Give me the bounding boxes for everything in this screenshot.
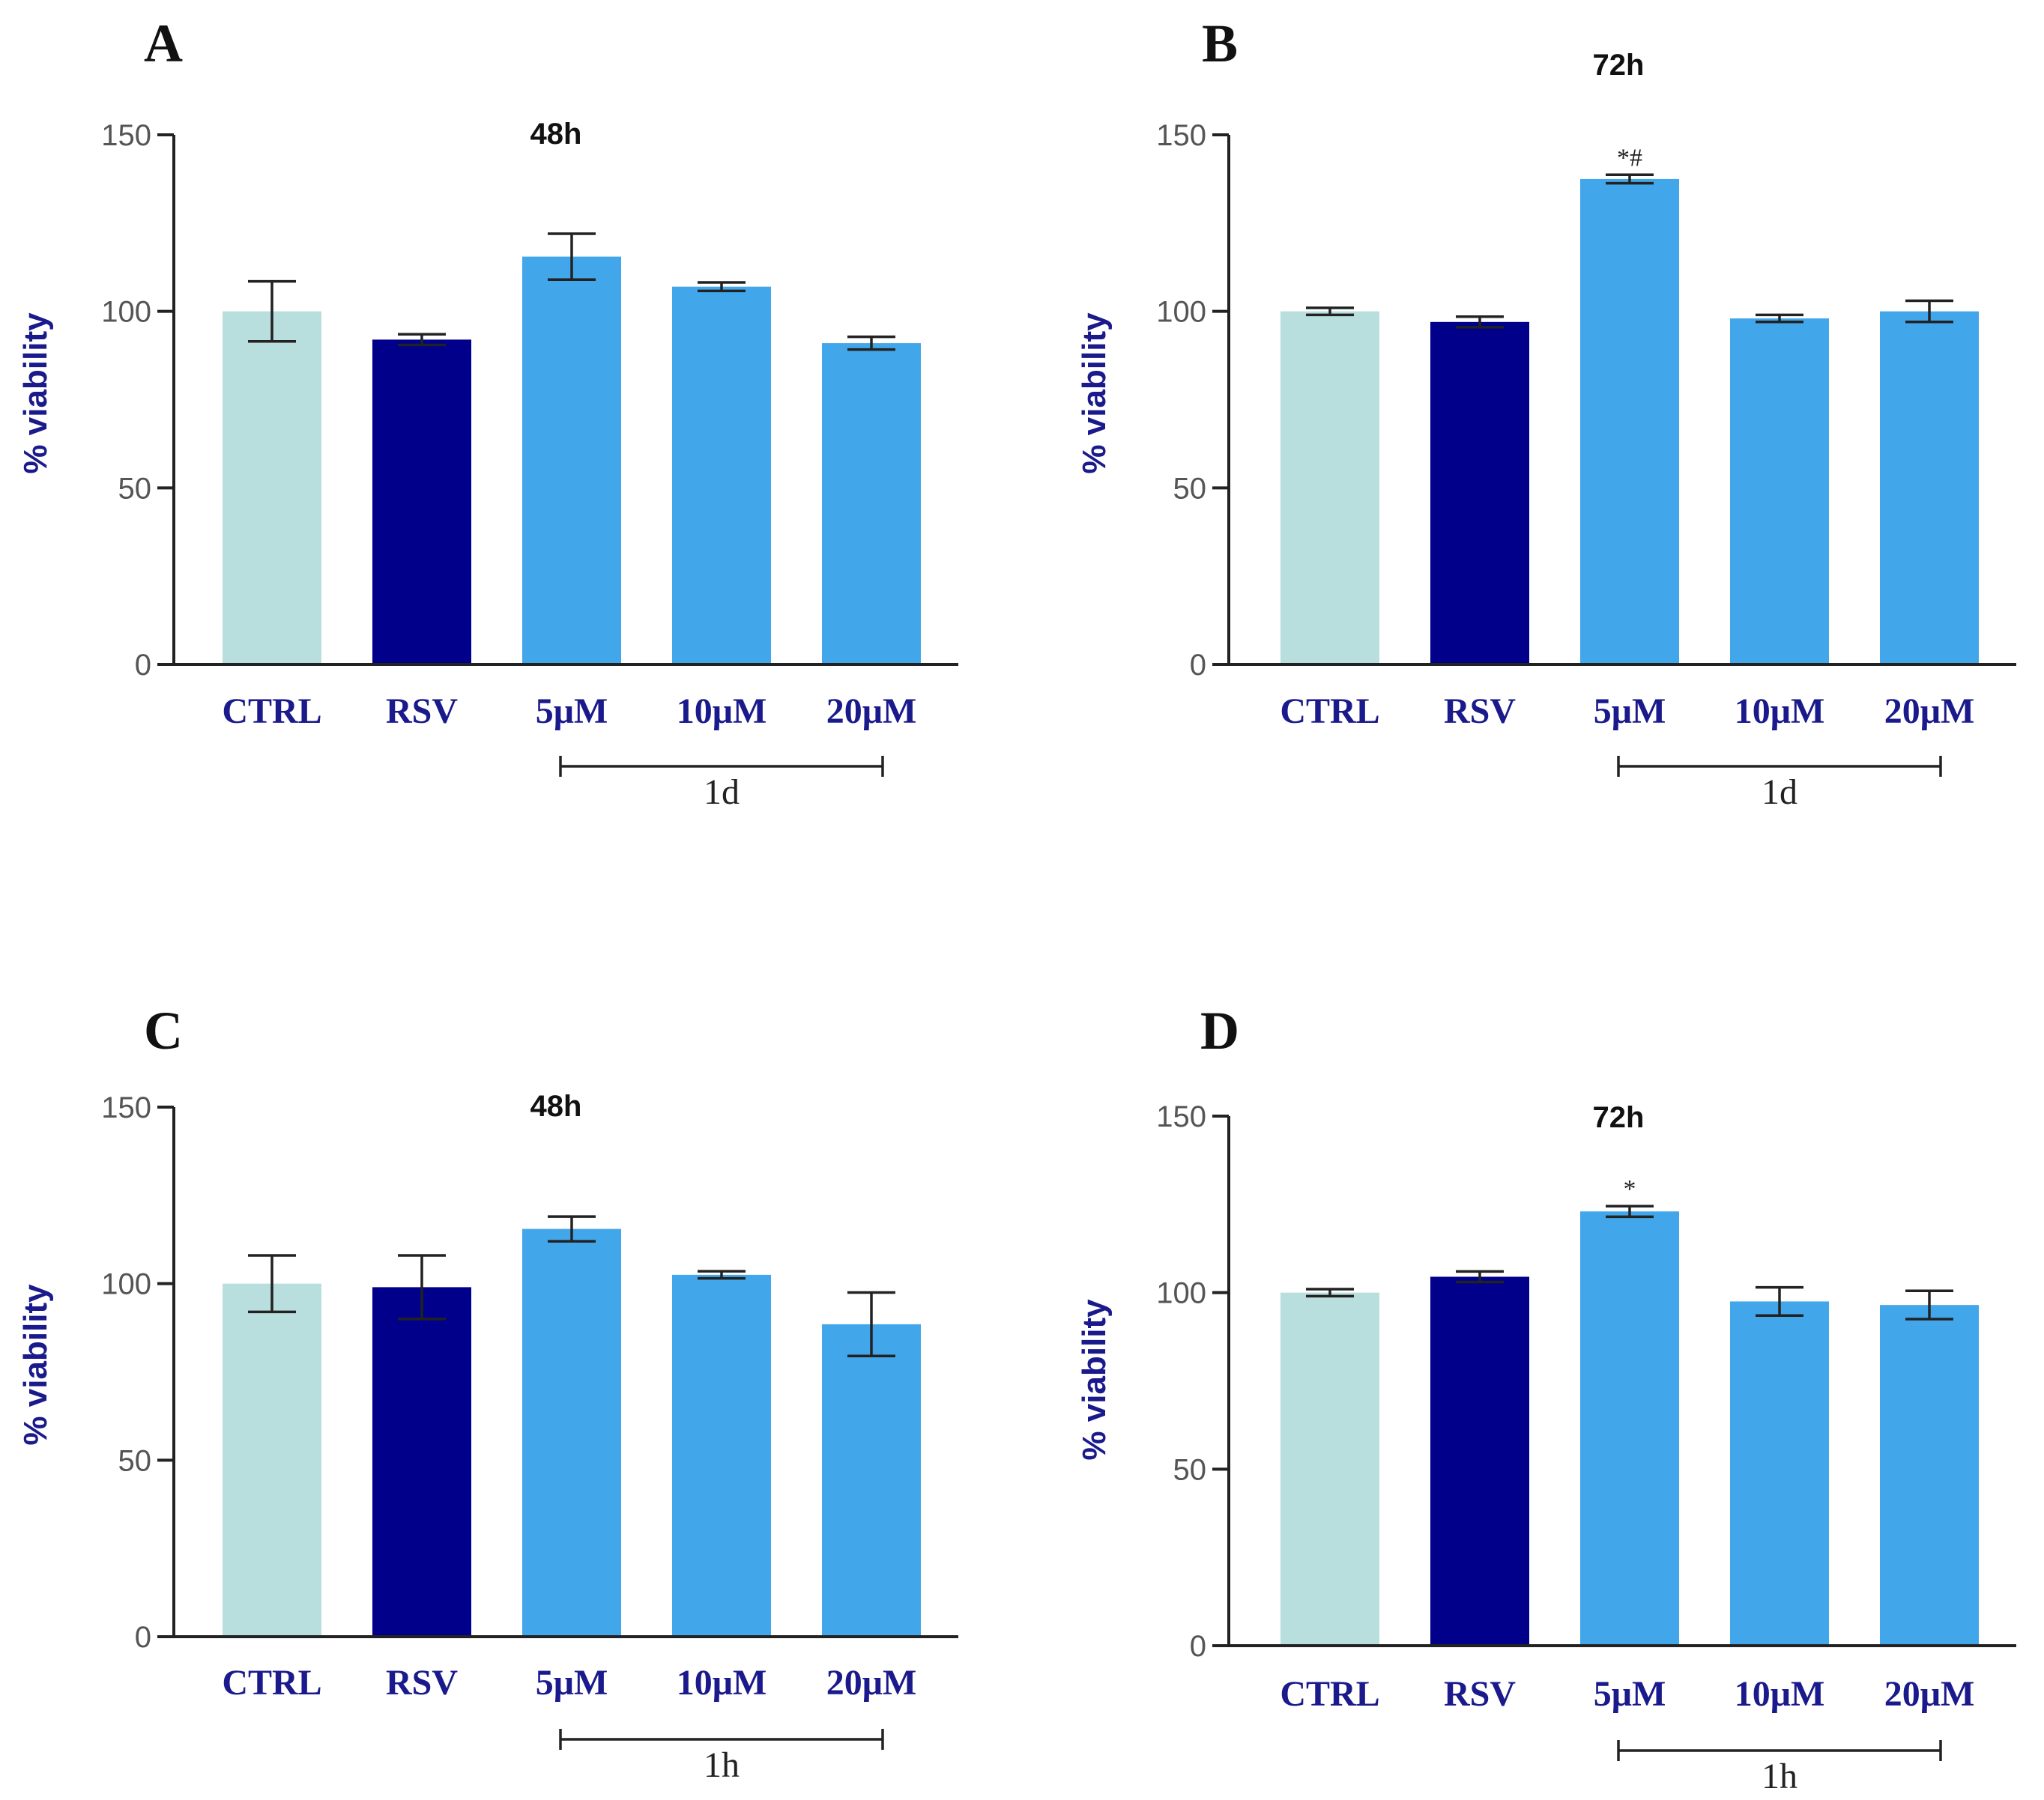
category-label-2: 5μM: [1594, 1674, 1666, 1714]
category-label-1: RSV: [1444, 1674, 1516, 1714]
y-tick-label-0: 0: [1190, 649, 1206, 682]
y-tick-label-1: 50: [118, 472, 152, 505]
category-label-0: CTRL: [222, 1663, 321, 1703]
category-label-0: CTRL: [222, 691, 321, 731]
y-tick-label-0: 0: [1190, 1630, 1206, 1663]
chart-title: 48h: [530, 1090, 582, 1123]
chart-panel-c: C 48h % viability CTRL RSV 5μM 10μM 20μM 0 50 100 1…: [17, 1001, 958, 1785]
bar-2: [1580, 1211, 1679, 1646]
category-label-3: 10μM: [677, 691, 767, 731]
y-tick-label-1: 50: [1173, 1453, 1207, 1486]
group-bracket-label: 1d: [1762, 772, 1797, 812]
y-tick-label-2: 100: [1156, 296, 1206, 329]
bar-4: [1880, 311, 1979, 664]
bar-0: [223, 1283, 321, 1637]
bar-3: [672, 286, 771, 664]
bar-1: [1430, 1276, 1529, 1646]
y-axis-label: % viability: [17, 312, 54, 474]
panel-letter: A: [144, 13, 183, 73]
y-tick-label-2: 100: [101, 1268, 151, 1301]
y-tick-label-0: 0: [135, 1621, 151, 1654]
bar-1: [1430, 321, 1529, 664]
category-label-4: 20μM: [1884, 1674, 1975, 1714]
category-label-4: 20μM: [826, 1663, 917, 1703]
chart-title: 48h: [530, 118, 582, 151]
bar-0: [1280, 311, 1379, 664]
bar-4: [1880, 1305, 1979, 1646]
chart-panel-a: A 48h % viability CTRL RSV 5μM 10μM 20μM 0 50 100 1…: [17, 13, 958, 812]
group-bracket-label: 1h: [704, 1745, 740, 1785]
chart-title: 72h: [1593, 1101, 1645, 1134]
category-label-0: CTRL: [1280, 1674, 1379, 1714]
y-tick-label-3: 150: [1156, 119, 1206, 152]
y-axis-label: % viability: [17, 1284, 54, 1446]
y-tick-label-2: 100: [1156, 1277, 1206, 1310]
y-tick-label-2: 100: [101, 296, 151, 329]
category-label-4: 20μM: [826, 691, 917, 731]
bar-3: [672, 1274, 771, 1637]
y-tick-label-1: 50: [1173, 472, 1207, 505]
bar-1: [372, 1287, 471, 1637]
category-label-0: CTRL: [1280, 691, 1379, 731]
significance-annotation-2: *#: [1617, 144, 1642, 172]
y-axis-label: % viability: [1076, 1299, 1113, 1461]
y-tick-label-1: 50: [118, 1444, 152, 1477]
y-axis-label: % viability: [1076, 312, 1113, 474]
chart-title: 72h: [1593, 49, 1645, 82]
category-label-1: RSV: [386, 691, 458, 731]
group-bracket-label: 1d: [704, 772, 740, 812]
category-label-2: 5μM: [536, 1663, 608, 1703]
category-label-4: 20μM: [1884, 691, 1975, 731]
bar-2: [522, 256, 621, 664]
category-label-3: 10μM: [1735, 1674, 1825, 1714]
group-bracket-label: 1h: [1762, 1757, 1797, 1796]
bar-0: [223, 311, 321, 664]
bar-4: [822, 1324, 921, 1637]
bar-4: [822, 343, 921, 664]
y-tick-label-0: 0: [135, 649, 151, 682]
significance-annotation-2: *: [1624, 1175, 1636, 1203]
bar-3: [1730, 1301, 1829, 1646]
category-label-2: 5μM: [1594, 691, 1666, 731]
y-tick-label-3: 150: [101, 119, 151, 152]
chart-panel-d: D 72h % viability CTRL RSV * 5μM 10μM 20μM 0 50 100…: [1076, 1001, 2016, 1796]
category-label-1: RSV: [1444, 691, 1516, 731]
bar-3: [1730, 318, 1829, 664]
bar-0: [1280, 1292, 1379, 1646]
panel-letter: C: [144, 1001, 183, 1061]
category-label-3: 10μM: [677, 1663, 767, 1703]
category-label-3: 10μM: [1735, 691, 1825, 731]
bar-2: [522, 1228, 621, 1637]
category-label-1: RSV: [386, 1663, 458, 1703]
bar-2: [1580, 178, 1679, 664]
category-label-2: 5μM: [536, 691, 608, 731]
panel-letter: D: [1200, 1001, 1239, 1061]
panel-letter: B: [1202, 13, 1238, 73]
y-tick-label-3: 150: [1156, 1100, 1206, 1133]
y-tick-label-3: 150: [101, 1091, 151, 1124]
chart-panel-b: B 72h % viability CTRL RSV *# 5μM 10μM 20μM 0 50 10…: [1076, 13, 2016, 812]
bar-1: [372, 339, 471, 664]
